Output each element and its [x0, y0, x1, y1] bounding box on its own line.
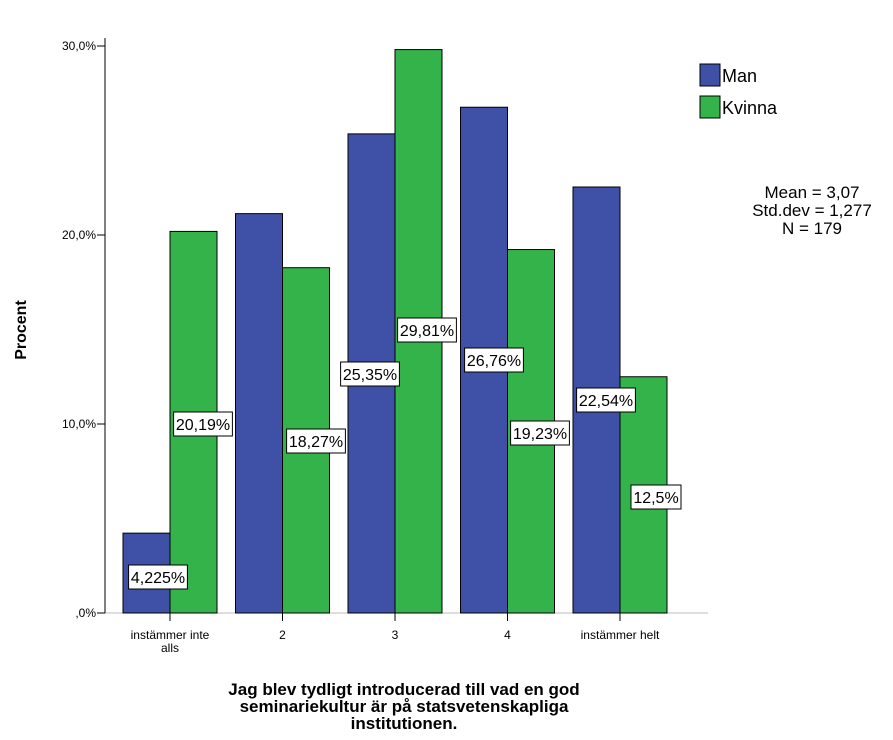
data-label: 20,19%: [176, 417, 230, 434]
y-axis-title: Procent: [13, 300, 30, 360]
data-label-box: [286, 428, 346, 454]
x-axis-title: institutionen.: [351, 714, 458, 733]
legend-swatch-man: [699, 63, 721, 87]
data-label: 22,54%: [579, 393, 633, 410]
legend-swatch-kvinna: [699, 95, 721, 119]
bars: [122, 49, 668, 614]
data-label-box: [397, 317, 457, 343]
data-label-box: [464, 347, 524, 373]
x-axis-title: seminariekultur är på statsvetenskapliga: [240, 697, 569, 716]
stats-line: Std.dev = 1,277: [752, 201, 872, 220]
y-tick-label: 30,0%: [62, 39, 96, 53]
legend-label: Man: [722, 66, 757, 86]
data-label: 29,81%: [400, 323, 454, 340]
y-tick-label: 10,0%: [62, 417, 96, 431]
x-axis-title: Jag blev tydligt introducerad till vad e…: [228, 680, 579, 699]
data-label-box: [576, 387, 636, 413]
data-label-box: [173, 411, 233, 437]
stats-line: N = 179: [782, 219, 842, 238]
bar-man: [235, 213, 283, 614]
x-tick-label: instämmer inte: [131, 628, 210, 642]
x-tick-label: 2: [279, 628, 286, 642]
data-label-box: [128, 564, 188, 590]
stats-line: Mean = 3,07: [765, 183, 860, 202]
x-tick-label: alls: [161, 641, 179, 655]
x-tick-label: 4: [504, 628, 511, 642]
legend-label: Kvinna: [722, 98, 778, 118]
x-tick-label: 3: [392, 628, 399, 642]
data-label: 19,23%: [513, 426, 567, 443]
legend: Man Kvinna: [699, 63, 778, 119]
y-tick-label: ,0%: [75, 606, 96, 620]
data-label: 12,5%: [633, 490, 678, 507]
y-tick-label: 20,0%: [62, 228, 96, 242]
data-label-box: [510, 420, 570, 446]
data-label-box: [630, 484, 682, 510]
axis-titles: Procent Jag blev tydligt introducerad til…: [13, 300, 580, 733]
data-label: 4,225%: [131, 570, 185, 587]
data-labels: 4,225% 25,35% 26,76% 22,54% 20,19% 18,27% 29,8…: [128, 317, 682, 590]
data-label-box: [340, 361, 400, 387]
data-label: 18,27%: [289, 434, 343, 451]
x-tick-label: instämmer helt: [581, 628, 660, 642]
data-label: 26,76%: [467, 353, 521, 370]
data-label: 25,35%: [343, 367, 397, 384]
